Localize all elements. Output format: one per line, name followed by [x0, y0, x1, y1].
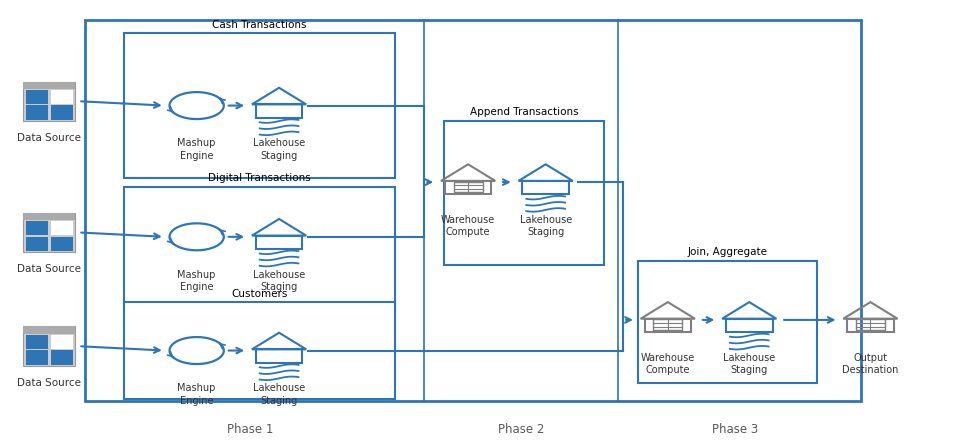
FancyBboxPatch shape	[23, 82, 75, 89]
Text: Digital Transactions: Digital Transactions	[209, 173, 311, 183]
FancyBboxPatch shape	[51, 237, 72, 251]
Text: Phase 1: Phase 1	[227, 423, 273, 436]
Text: Output
Destination: Output Destination	[842, 353, 899, 375]
Text: Data Source: Data Source	[18, 133, 81, 143]
FancyBboxPatch shape	[23, 213, 75, 252]
Text: Phase 3: Phase 3	[712, 423, 758, 436]
FancyBboxPatch shape	[124, 187, 396, 309]
FancyBboxPatch shape	[26, 350, 48, 365]
FancyBboxPatch shape	[85, 20, 861, 401]
FancyBboxPatch shape	[23, 326, 75, 366]
Text: Data Source: Data Source	[18, 264, 81, 274]
FancyBboxPatch shape	[26, 335, 48, 349]
Text: Lakehouse
Staging: Lakehouse Staging	[253, 270, 305, 292]
FancyBboxPatch shape	[26, 221, 48, 235]
Text: Mashup
Engine: Mashup Engine	[177, 383, 215, 406]
Text: Cash Transactions: Cash Transactions	[213, 20, 307, 30]
Text: Lakehouse
Staging: Lakehouse Staging	[723, 353, 775, 375]
FancyBboxPatch shape	[26, 90, 48, 104]
Text: Warehouse
Compute: Warehouse Compute	[641, 353, 695, 375]
FancyBboxPatch shape	[51, 335, 72, 349]
FancyBboxPatch shape	[51, 90, 72, 104]
FancyBboxPatch shape	[51, 221, 72, 235]
Text: Phase 2: Phase 2	[498, 423, 545, 436]
FancyBboxPatch shape	[51, 350, 72, 365]
FancyBboxPatch shape	[638, 261, 817, 383]
Text: Warehouse
Compute: Warehouse Compute	[441, 215, 495, 237]
Text: Customers: Customers	[231, 289, 288, 299]
Text: Append Transactions: Append Transactions	[470, 107, 578, 117]
FancyBboxPatch shape	[124, 33, 396, 178]
Text: Mashup
Engine: Mashup Engine	[177, 270, 215, 292]
Text: Lakehouse
Staging: Lakehouse Staging	[253, 383, 305, 406]
Text: Join, Aggregate: Join, Aggregate	[687, 247, 767, 257]
Text: Mashup
Engine: Mashup Engine	[177, 138, 215, 161]
FancyBboxPatch shape	[444, 121, 604, 265]
FancyBboxPatch shape	[23, 326, 75, 334]
Text: Lakehouse
Staging: Lakehouse Staging	[253, 138, 305, 161]
FancyBboxPatch shape	[23, 82, 75, 121]
FancyBboxPatch shape	[23, 213, 75, 220]
FancyBboxPatch shape	[124, 303, 396, 399]
FancyBboxPatch shape	[51, 105, 72, 120]
Text: Lakehouse
Staging: Lakehouse Staging	[520, 215, 571, 237]
FancyBboxPatch shape	[26, 237, 48, 251]
FancyBboxPatch shape	[26, 105, 48, 120]
Text: Data Source: Data Source	[18, 378, 81, 388]
